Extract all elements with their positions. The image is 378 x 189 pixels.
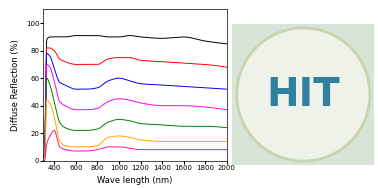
Y-axis label: Diffuse Reflection (%): Diffuse Reflection (%): [11, 39, 20, 131]
X-axis label: Wave length (nm): Wave length (nm): [98, 176, 173, 185]
Circle shape: [239, 30, 368, 159]
Circle shape: [236, 27, 371, 162]
Text: HIT: HIT: [266, 75, 340, 114]
Text: Time: Time: [260, 81, 266, 98]
